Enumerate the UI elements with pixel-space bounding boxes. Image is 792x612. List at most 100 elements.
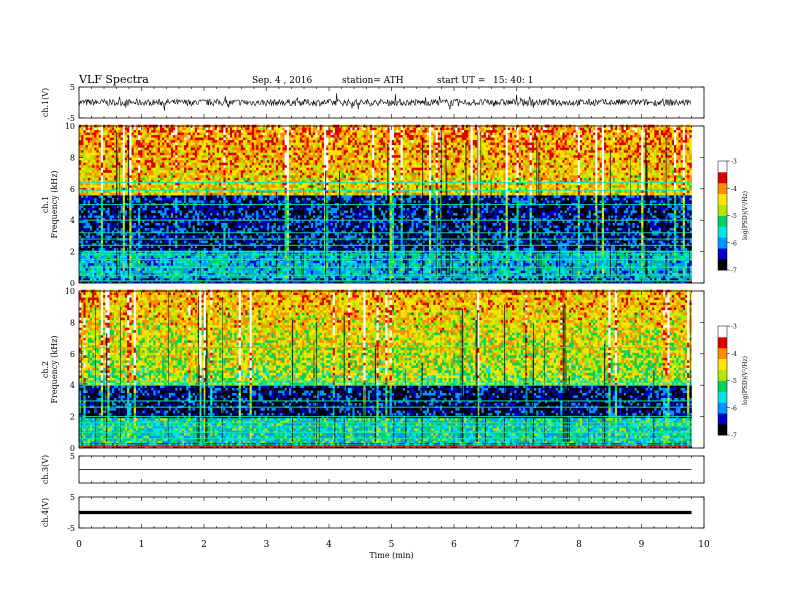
spectrogram-cell bbox=[219, 217, 222, 221]
spectrogram-cell bbox=[124, 180, 128, 183]
spectrogram-cell bbox=[122, 242, 126, 246]
spectrogram-cell bbox=[234, 278, 237, 281]
spectrogram-cell bbox=[219, 245, 222, 249]
spectrogram-cell bbox=[124, 225, 128, 228]
spectrogram-cell bbox=[100, 185, 104, 188]
spectrogram-cell bbox=[168, 232, 172, 236]
spectrogram-cell bbox=[205, 262, 209, 266]
spectrogram-cell bbox=[210, 217, 213, 221]
spectrogram-cell bbox=[153, 205, 156, 208]
spectrogram-cell bbox=[236, 144, 239, 148]
spectrogram-cell bbox=[205, 182, 209, 186]
spectrogram-cell bbox=[188, 175, 191, 178]
spectrogram-cell bbox=[190, 154, 194, 158]
spectrogram-cell bbox=[225, 207, 229, 211]
spectrogram-cell bbox=[140, 212, 143, 216]
spectrogram-cell bbox=[107, 222, 110, 226]
spectrogram-cell bbox=[238, 217, 242, 221]
spectrogram-cell bbox=[232, 240, 235, 244]
spectrogram-cell bbox=[162, 137, 165, 141]
spectrogram-cell bbox=[92, 170, 95, 173]
spectrogram-cell bbox=[149, 267, 152, 271]
spectrogram-cell bbox=[142, 187, 145, 191]
spectrogram-cell bbox=[105, 242, 108, 246]
spectrogram-cell bbox=[87, 139, 91, 143]
spectrogram-cell bbox=[216, 182, 220, 186]
spectrogram-cell bbox=[131, 162, 134, 166]
spectrogram-cell bbox=[247, 262, 250, 266]
spectrogram-cell bbox=[157, 222, 161, 226]
spectrogram-cell bbox=[177, 200, 180, 203]
spectrogram-cell bbox=[168, 157, 172, 161]
spectrogram-cell bbox=[232, 247, 235, 251]
spectrogram-cell bbox=[111, 207, 115, 211]
spectrogram-cell bbox=[98, 137, 102, 141]
spectrogram-cell bbox=[166, 134, 169, 138]
spectrogram-cell bbox=[205, 177, 209, 181]
spectrogram-cell bbox=[240, 235, 244, 239]
spectrogram-cell bbox=[173, 247, 176, 251]
spectrogram-cell bbox=[124, 222, 128, 226]
spectrogram-cell bbox=[85, 270, 89, 274]
spectrogram-cell bbox=[142, 230, 145, 233]
spectrogram-cell bbox=[173, 162, 176, 166]
spectrogram-cell bbox=[229, 142, 233, 146]
spectrogram-cell bbox=[232, 177, 235, 181]
spectrogram-cell bbox=[208, 162, 211, 166]
spectrogram-cell bbox=[155, 227, 159, 231]
spectrogram-cell bbox=[221, 215, 224, 218]
spectrogram-cell bbox=[240, 222, 244, 226]
spectrogram-cell bbox=[83, 190, 86, 193]
spectrogram-cell bbox=[111, 278, 115, 281]
spectrogram-cell bbox=[219, 262, 222, 266]
spectrogram-cell bbox=[135, 170, 139, 173]
spectrogram-cell bbox=[229, 154, 233, 158]
spectrogram-cell bbox=[81, 127, 84, 131]
spectrogram-cell bbox=[197, 129, 200, 133]
spectrogram-cell bbox=[173, 157, 176, 161]
spectrogram-cell bbox=[234, 170, 237, 173]
spectrogram-cell bbox=[238, 200, 242, 203]
spectrogram-cell bbox=[184, 207, 187, 211]
spectrogram-cell bbox=[208, 260, 211, 264]
spectrogram-cell bbox=[103, 278, 106, 281]
spectrogram-cell bbox=[194, 139, 198, 143]
spectrogram-cell bbox=[111, 127, 115, 131]
spectrogram-cell bbox=[243, 247, 246, 251]
spectrogram-cell bbox=[111, 147, 115, 151]
spectrogram-cell bbox=[243, 212, 246, 216]
spectrogram-cell bbox=[124, 212, 128, 216]
spectrogram-cell bbox=[87, 207, 91, 211]
spectrogram-cell bbox=[103, 137, 106, 141]
spectrogram-cell bbox=[94, 159, 97, 163]
spectrogram-cell bbox=[199, 127, 202, 131]
spectrogram-cell bbox=[227, 207, 231, 211]
spectrogram-cell bbox=[131, 262, 134, 266]
spectrogram-cell bbox=[214, 200, 218, 203]
spectrogram-cell bbox=[173, 147, 176, 151]
spectrogram-cell bbox=[146, 172, 150, 176]
spectrogram-cell bbox=[243, 139, 246, 143]
spectrogram-cell bbox=[216, 232, 220, 236]
spectrogram-cell bbox=[131, 154, 134, 158]
spectrogram-cell bbox=[122, 273, 126, 276]
spectrogram-cell bbox=[153, 200, 156, 203]
spectrogram-cell bbox=[170, 278, 174, 281]
spectrogram-cell bbox=[98, 139, 102, 143]
spectrogram-cell bbox=[177, 230, 180, 233]
spectrogram-cell bbox=[184, 139, 187, 143]
spectrogram-cell bbox=[83, 217, 86, 221]
spectrogram-cell bbox=[245, 200, 248, 203]
spectrogram-cell bbox=[186, 225, 189, 228]
spectrogram-cell bbox=[192, 232, 196, 236]
spectrogram-cell bbox=[79, 149, 82, 153]
spectrogram-cell bbox=[133, 267, 137, 271]
spectrogram-cell bbox=[177, 157, 180, 161]
spectrogram-cell bbox=[135, 142, 139, 146]
spectrogram-cell bbox=[89, 230, 93, 233]
spectrogram-cell bbox=[100, 129, 104, 133]
spectrogram-cell bbox=[245, 232, 248, 236]
spectrogram-cell bbox=[245, 225, 248, 228]
spectrogram-cell bbox=[81, 142, 84, 146]
spectrogram-cell bbox=[170, 144, 174, 148]
